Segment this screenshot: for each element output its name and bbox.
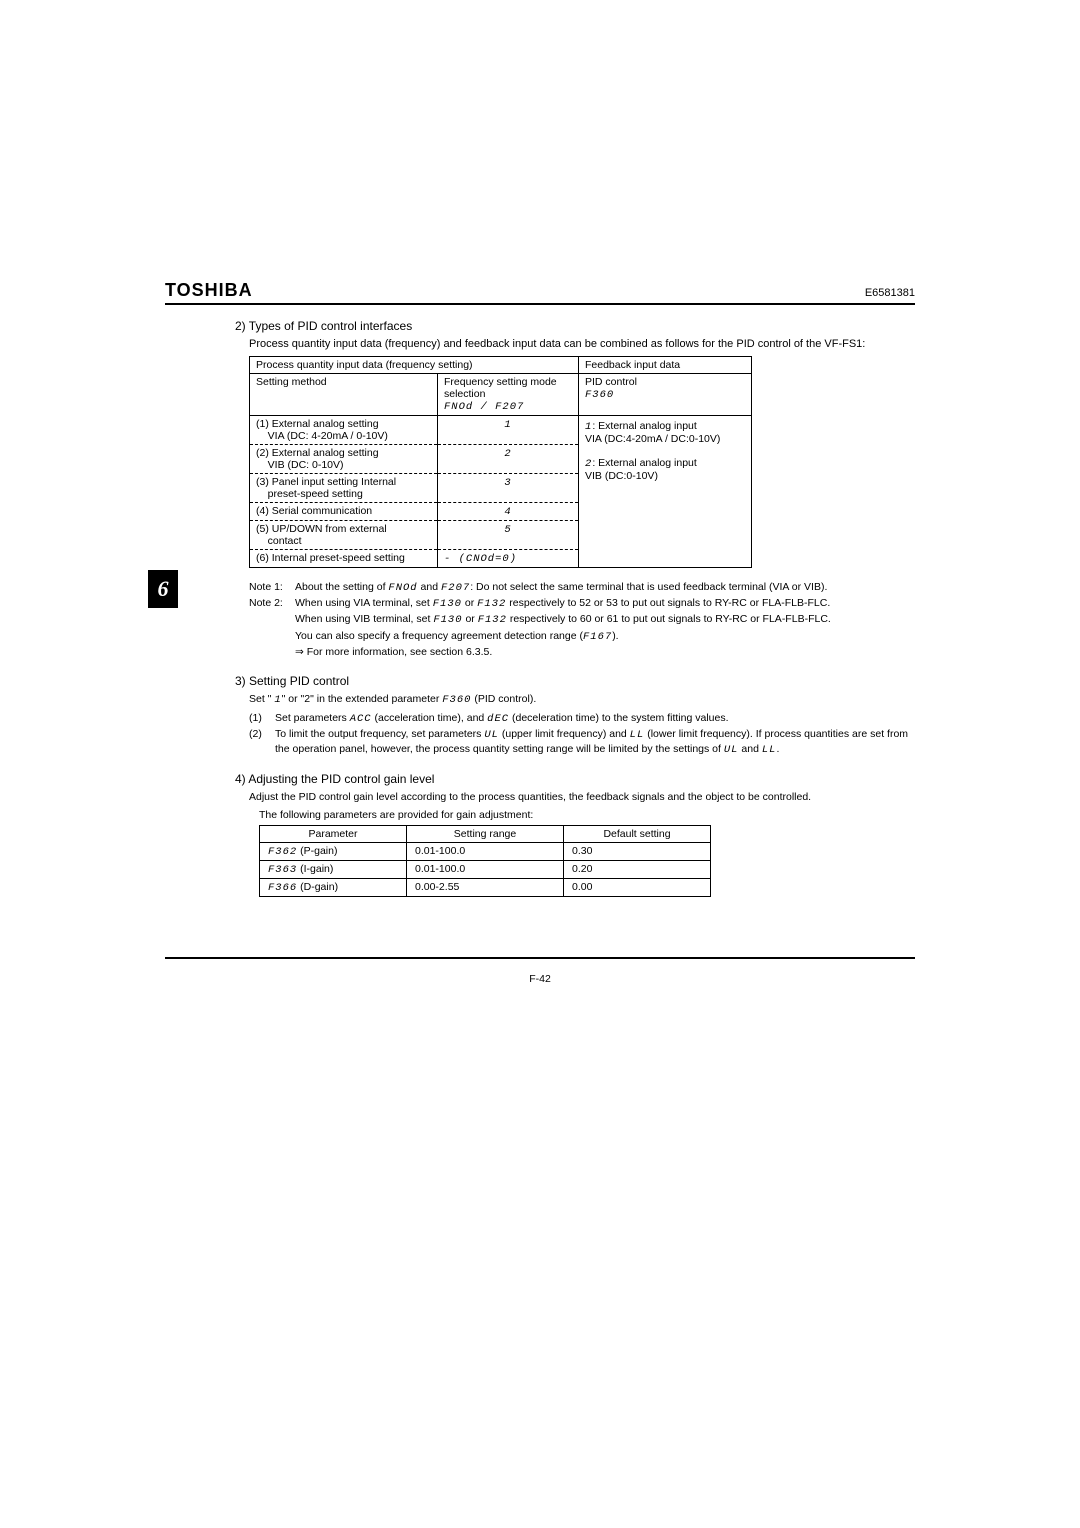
note-body: About the setting of FNOd and F207: Do n…	[295, 580, 915, 596]
note-label: Note 2:	[249, 596, 295, 612]
note-body: You can also specify a frequency agreeme…	[249, 629, 915, 645]
table-row: (1) External analog setting VIA (DC: 4-2…	[250, 415, 438, 444]
table-row: (5) UP/DOWN from external contact	[250, 520, 438, 549]
table-header-pid: PID control	[585, 376, 637, 388]
section-3-title: 3) Setting PID control	[235, 674, 915, 688]
section-3-line: Set " 1" or "2" in the extended paramete…	[235, 692, 915, 707]
note-body: When using VIB terminal, set F130 or F13…	[249, 612, 915, 628]
table-value: 1	[504, 419, 511, 431]
table-header-freqsel: Frequency setting mode selection	[444, 376, 557, 400]
table-header-freqsel-code: FNOd / F207	[444, 401, 524, 413]
table-value: 2	[504, 448, 511, 460]
header: TOSHIBA E6581381	[165, 280, 915, 305]
table-header-feedback: Feedback input data	[579, 356, 752, 373]
table-header-method: Setting method	[250, 373, 438, 415]
table-header-process: Process quantity input data (frequency s…	[250, 356, 579, 373]
content-area: 2) Types of PID control interfaces Proce…	[165, 305, 915, 897]
chapter-tab: 6	[148, 570, 178, 608]
notes-block: Note 1: About the setting of FNOd and F2…	[235, 580, 915, 660]
brand-logo: TOSHIBA	[165, 280, 253, 301]
note-body: ⇒ For more information, see section 6.3.…	[249, 645, 915, 660]
pid-interfaces-table: Process quantity input data (frequency s…	[249, 356, 752, 568]
table-header-pid-code: F360	[585, 389, 614, 401]
list-item: (1) Set parameters ACC (acceleration tim…	[235, 711, 915, 727]
table-row: (6) Internal preset-speed setting	[250, 549, 438, 567]
gain-table: Parameter Setting range Default setting …	[259, 825, 711, 897]
note-body: When using VIA terminal, set F130 or F13…	[295, 596, 915, 612]
section-4-intro2: The following parameters are provided fo…	[235, 808, 915, 822]
feedback-cell: 1: External analog input VIA (DC:4-20mA …	[579, 415, 752, 567]
footer-rule	[165, 957, 915, 959]
table-row: (3) Panel input setting Internal preset-…	[250, 473, 438, 502]
section-4-title: 4) Adjusting the PID control gain level	[235, 772, 915, 786]
gain-header-default: Default setting	[564, 825, 711, 842]
table-value: 4	[504, 506, 511, 518]
table-row: F366 (D-gain) 0.00-2.55 0.00	[260, 878, 711, 896]
page-number: F-42	[165, 973, 915, 985]
gain-header-range: Setting range	[407, 825, 564, 842]
table-row: F362 (P-gain) 0.01-100.0 0.30	[260, 842, 711, 860]
gain-header-parameter: Parameter	[260, 825, 407, 842]
table-value: 5	[504, 524, 511, 536]
table-value: - (CNOd=0)	[444, 553, 517, 565]
section-4-intro: Adjust the PID control gain level accord…	[235, 790, 915, 804]
table-row: F363 (I-gain) 0.01-100.0 0.20	[260, 860, 711, 878]
note-label: Note 1:	[249, 580, 295, 596]
document-number: E6581381	[865, 287, 915, 299]
table-row: (2) External analog setting VIB (DC: 0-1…	[250, 444, 438, 473]
section-2-intro: Process quantity input data (frequency) …	[235, 337, 915, 352]
list-item: (2) To limit the output frequency, set p…	[235, 727, 915, 758]
table-row: (4) Serial communication	[250, 502, 438, 520]
section-2-title: 2) Types of PID control interfaces	[235, 319, 915, 333]
table-value: 3	[504, 477, 511, 489]
